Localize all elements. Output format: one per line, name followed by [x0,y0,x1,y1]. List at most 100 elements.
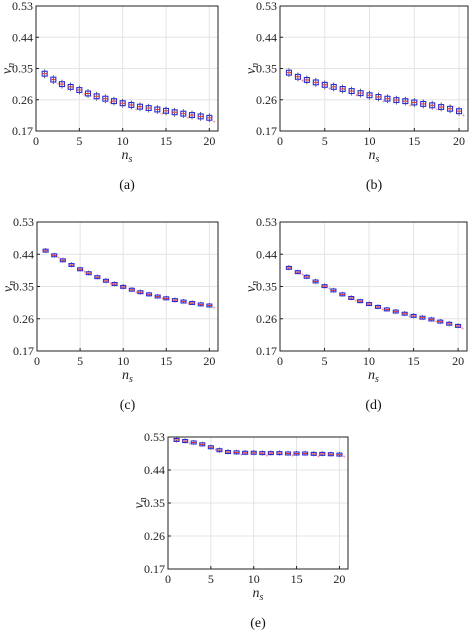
x-axis-label: ns [122,148,133,165]
y-tick-label: 0.26 [12,93,33,107]
y-axis-label: νn [0,63,17,74]
outlier-marker: + [328,287,332,293]
box-marker: + [102,94,112,107]
box-marker [242,450,249,456]
x-tick-label: 15 [291,572,303,586]
outlier-marker: + [462,114,466,120]
box-marker [67,82,74,92]
box-marker [339,84,346,94]
subplot-a: 0 5 10 15 20 0.17 0.26 0.35 0.44 0.53 ns νn (a) + + + + +… [0,0,219,193]
y-tick-label: 0.44 [12,30,33,44]
y-tick-label: 0.17 [12,124,33,138]
outlier-marker: + [354,299,358,305]
y-tick-label: 0.17 [144,562,165,576]
box-marker [438,102,445,112]
x-tick-label: 5 [322,354,328,368]
box-marker: + [374,304,385,314]
box-marker: + [76,85,86,98]
x-tick-label: 20 [203,354,215,368]
subplot-caption: (c) [120,398,136,413]
outlier-marker: + [301,79,305,85]
box-marker [84,89,92,98]
box-marker [188,110,196,120]
box-marker: + [51,252,61,262]
box-marker [216,447,223,453]
box-marker: + [294,269,305,279]
outlier-marker: + [301,273,305,279]
box-marker: + [207,444,218,454]
box-marker [330,287,337,294]
box-marker: + [233,449,244,459]
outlier-marker: + [160,112,164,118]
box-marker [136,102,144,112]
box-marker [111,281,118,287]
box-marker [93,91,100,101]
y-axis-label: νn [1,281,18,292]
y-tick-label: 0.35 [144,496,165,510]
outlier-marker: + [108,101,112,107]
x-tick-label: 5 [208,572,214,586]
x-tick-label: 10 [364,134,376,148]
box-marker: + [50,75,60,88]
box-marker [447,104,454,114]
box-marker: + [206,113,216,126]
box-marker [68,262,75,268]
x-tick-label: 10 [248,572,260,586]
box-marker: + [102,278,113,287]
box-marker [312,278,319,285]
box-marker: + [348,86,359,99]
y-tick-label: 0.53 [256,0,277,13]
box-marker [339,291,346,297]
y-tick-label: 0.53 [13,215,34,229]
box-marker [419,315,426,321]
x-axis-label: ns [368,368,379,385]
outlier-marker: + [317,455,321,461]
x-tick-label: 15 [408,354,420,368]
box-marker [366,90,373,100]
box-marker [357,298,364,304]
box-marker [330,82,337,92]
outlier-marker: + [291,454,295,460]
x-tick-label: 0 [34,354,40,368]
x-tick-label: 20 [333,572,345,586]
outlier-marker: + [328,87,332,93]
y-tick-label: 0.44 [13,247,34,261]
outlier-marker: + [265,454,269,460]
y-tick-label: 0.53 [12,0,33,13]
outlier-marker: + [434,320,438,326]
x-axis-label: ns [369,148,380,165]
box-marker [293,450,300,457]
y-tick-label: 0.44 [144,463,165,477]
box-marker [94,274,101,280]
outlier-marker: + [56,82,60,88]
box-marker: + [428,316,438,326]
box-marker [383,306,390,313]
box-marker [162,106,170,116]
box-marker [392,309,399,315]
box-marker [410,313,417,319]
outlier-marker: + [83,270,87,276]
outlier-marker: + [381,99,385,105]
box-marker [384,94,391,104]
x-tick-label: 5 [76,134,82,148]
subplot-b: 0 5 10 15 20 0.17 0.26 0.35 0.44 0.53 ns νn (b) + + + + +… [244,0,469,193]
box-marker [365,301,373,307]
x-tick-label: 15 [408,134,420,148]
x-tick-label: 20 [453,134,465,148]
y-axis-label: νn [244,63,261,74]
outlier-marker: + [381,308,385,314]
outlier-marker: + [109,281,113,287]
y-tick-label: 0.26 [13,312,34,326]
x-axis-label: ns [122,368,133,385]
box-marker: + [455,323,465,332]
box-marker [303,274,310,280]
outlier-marker: + [134,107,138,113]
box-marker [171,107,178,117]
outlier-marker: + [57,256,61,262]
subplot-caption: (b) [366,178,383,193]
x-tick-label: 15 [160,354,172,368]
y-tick-label: 0.26 [256,312,277,326]
box-marker: + [321,80,332,93]
box-marker [58,79,66,89]
y-tick-label: 0.17 [256,344,277,358]
